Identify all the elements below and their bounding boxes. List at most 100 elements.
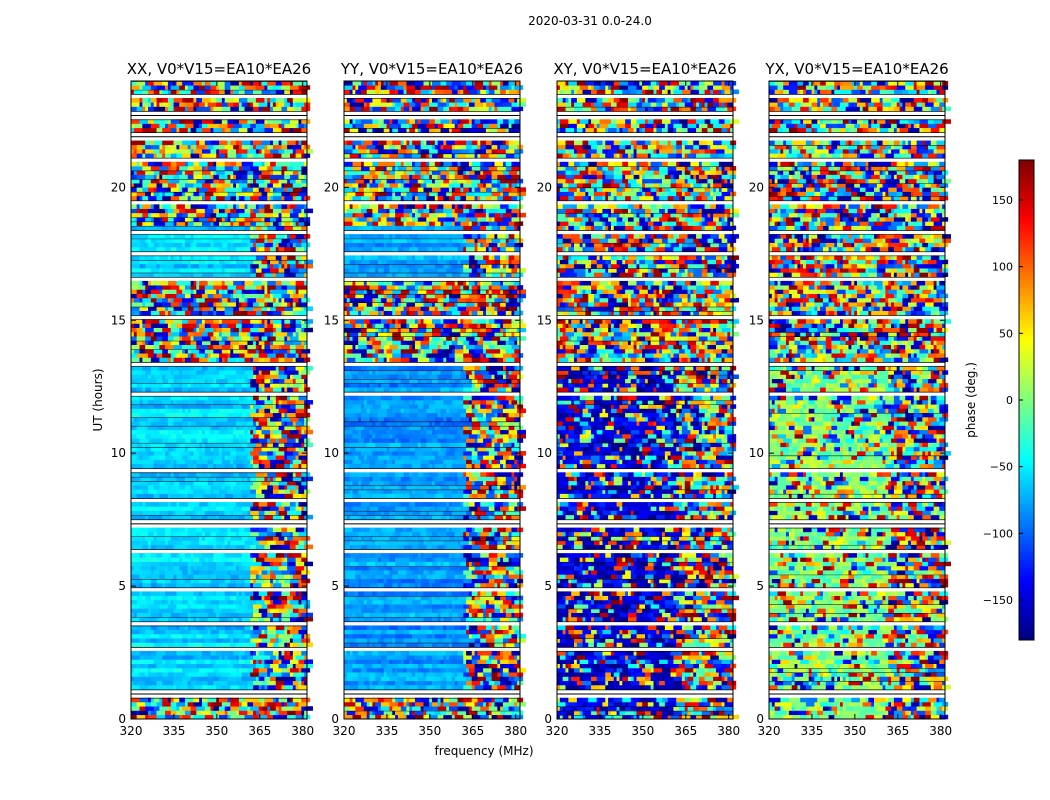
heatmap-cell <box>210 127 214 133</box>
heatmap-cell <box>275 455 285 460</box>
heatmap-cell <box>375 701 382 707</box>
heatmap-cell <box>230 642 237 647</box>
heatmap-cell <box>145 170 155 175</box>
heatmap-cell <box>221 221 225 226</box>
heatmap-cell <box>207 429 211 435</box>
heatmap-cell <box>255 387 260 392</box>
heatmap-cell <box>284 323 288 328</box>
heatmap-cell <box>292 604 299 609</box>
heatmap-cell <box>176 663 186 669</box>
heatmap-cell <box>466 676 473 682</box>
heatmap-cell <box>258 319 262 324</box>
heatmap-cell <box>193 365 200 371</box>
heatmap-cell <box>446 706 450 711</box>
heatmap-cell <box>264 272 274 277</box>
heatmap-cell <box>131 485 135 490</box>
heatmap-cell <box>253 174 260 180</box>
heatmap-cell <box>392 612 396 618</box>
heatmap-cell <box>477 659 487 664</box>
heatmap-cell <box>275 336 285 341</box>
heatmap-cell <box>272 85 279 90</box>
heatmap-cell <box>213 306 217 311</box>
heatmap-cell <box>253 557 257 562</box>
heatmap-cell <box>440 578 450 584</box>
heatmap-cell <box>298 221 305 226</box>
heatmap-cell <box>412 599 421 605</box>
heatmap-cell <box>184 123 194 129</box>
heatmap-cell <box>184 578 191 584</box>
heatmap-cell <box>153 81 163 86</box>
heatmap-cell <box>167 183 177 188</box>
heatmap-cell <box>184 98 194 103</box>
heatmap-cell <box>508 706 512 711</box>
heatmap-cell <box>216 476 225 482</box>
heatmap-cell <box>281 502 291 507</box>
heatmap-cell <box>261 582 271 588</box>
heatmap-cell <box>304 429 313 435</box>
heatmap-cell <box>474 672 478 677</box>
heatmap-cell <box>392 697 396 703</box>
heatmap-cell <box>150 565 155 571</box>
heatmap-cell <box>270 382 279 388</box>
heatmap-cell <box>261 336 268 341</box>
heatmap-cell <box>255 642 260 647</box>
heatmap-cell <box>193 119 203 124</box>
heatmap-cell <box>432 655 438 660</box>
heatmap-cell <box>227 527 231 533</box>
heatmap-cell <box>179 480 186 486</box>
heatmap-cell <box>264 153 274 158</box>
heatmap-cell <box>480 714 490 720</box>
heatmap-cell <box>255 400 265 405</box>
heatmap-cell <box>204 208 214 214</box>
heatmap-cell <box>284 161 291 167</box>
heatmap-cell <box>219 221 223 226</box>
heatmap-cell <box>406 676 410 682</box>
heatmap-cell <box>184 404 189 409</box>
heatmap-cell <box>289 242 294 248</box>
heatmap-cell <box>142 195 149 201</box>
heatmap-cell <box>261 684 265 690</box>
heatmap-cell <box>372 680 379 686</box>
heatmap-cell <box>238 319 243 324</box>
heatmap-cell <box>261 480 268 486</box>
heatmap-cell <box>292 663 296 669</box>
heatmap-cell <box>289 629 299 635</box>
heatmap-cell <box>494 701 504 707</box>
heatmap-cell <box>190 353 194 358</box>
heatmap-cell <box>167 259 177 265</box>
heatmap-cell <box>397 701 402 707</box>
heatmap-cell <box>298 395 308 401</box>
heatmap-cell <box>295 357 305 363</box>
heatmap-cell <box>224 438 231 443</box>
heatmap-cell <box>366 684 370 690</box>
heatmap-cell <box>289 319 294 324</box>
heatmap-cell <box>221 408 225 414</box>
heatmap-cell <box>289 463 294 469</box>
heatmap-cell <box>244 502 254 507</box>
heatmap-cell <box>153 106 157 112</box>
heatmap-cell <box>133 485 140 490</box>
heatmap-cell <box>190 463 194 469</box>
heatmap-cell <box>230 472 234 477</box>
heatmap-cell <box>219 514 225 520</box>
heatmap-cell <box>267 353 277 358</box>
heatmap-cell <box>139 455 143 460</box>
heatmap-cell <box>471 684 475 690</box>
heatmap-cell <box>230 608 237 613</box>
heatmap-cell <box>190 191 194 197</box>
heatmap-cell <box>253 336 260 341</box>
heatmap-cell <box>224 127 231 133</box>
heatmap-cell <box>133 612 137 618</box>
heatmap-cell <box>230 480 237 486</box>
heatmap-cell <box>193 485 203 490</box>
heatmap-cell <box>255 187 260 192</box>
heatmap-cell <box>219 629 225 635</box>
heatmap-cell <box>278 446 288 452</box>
heatmap-cell <box>184 387 189 392</box>
heatmap-cell <box>344 604 348 609</box>
heatmap-cell <box>287 387 294 392</box>
heatmap-cell <box>281 650 285 656</box>
heatmap-cell <box>440 629 444 635</box>
heatmap-cell <box>298 701 308 707</box>
heatmap-cell <box>165 425 172 431</box>
